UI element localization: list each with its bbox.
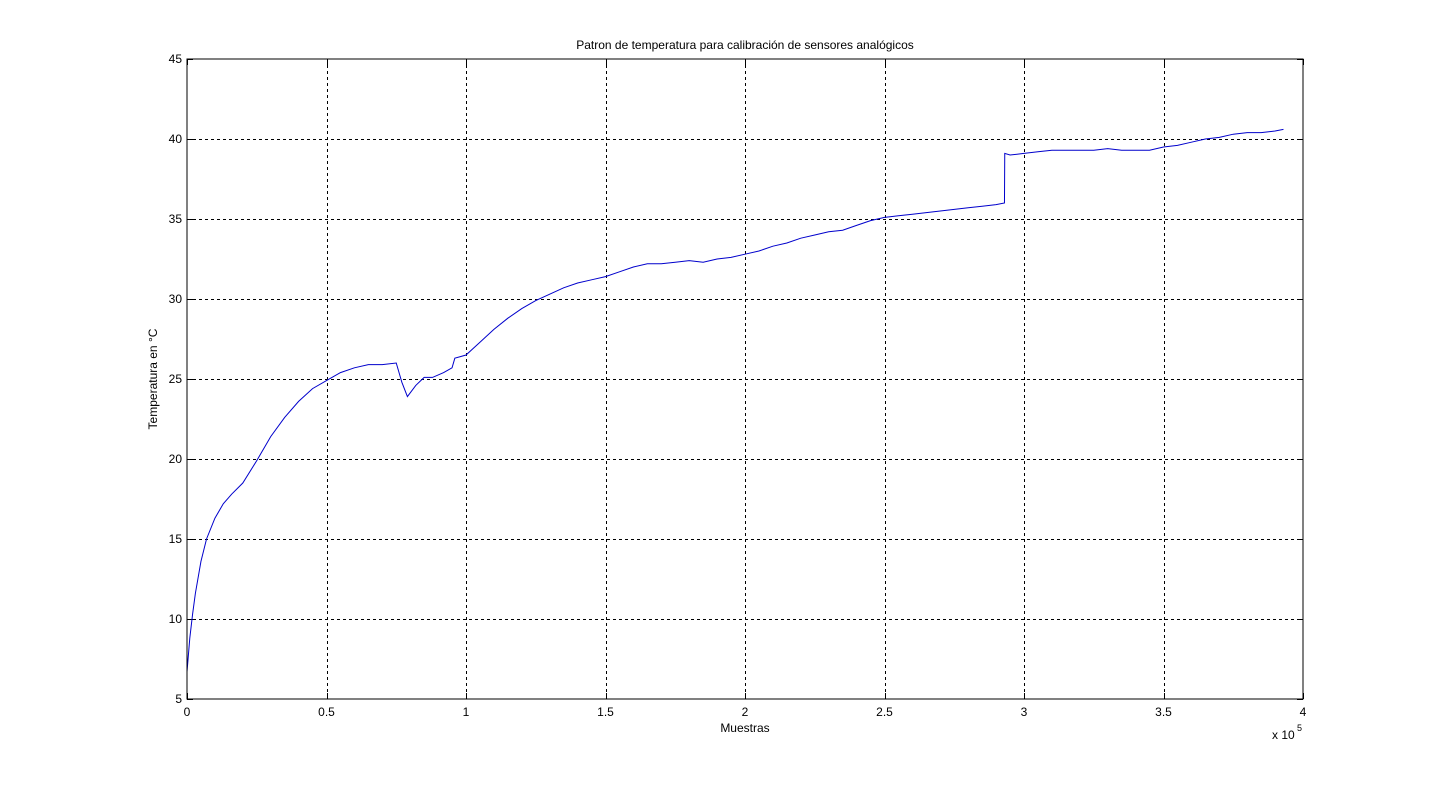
x-tick-label: 2.5 xyxy=(876,705,893,719)
x-tick-label: 2 xyxy=(742,705,749,719)
x-exponent-base: x 10 xyxy=(1272,728,1295,742)
y-tick-label: 45 xyxy=(169,52,183,66)
y-tick-label: 20 xyxy=(169,452,183,466)
y-tick-label: 35 xyxy=(169,212,183,226)
x-tick-label: 0 xyxy=(184,705,191,719)
y-tick-label: 5 xyxy=(175,692,182,706)
y-tick-label: 40 xyxy=(169,132,183,146)
axes-border xyxy=(186,58,1304,700)
grid-layer xyxy=(187,59,1303,699)
y-tick-label: 15 xyxy=(169,532,183,546)
x-tick-label: 3 xyxy=(1021,705,1028,719)
x-tick-label: 4 xyxy=(1300,705,1307,719)
x-exponent-power: 5 xyxy=(1297,723,1302,733)
x-tick-label: 0.5 xyxy=(318,705,335,719)
y-axis-label: Temperatura en °C xyxy=(146,328,160,429)
chart-title: Patron de temperatura para calibración d… xyxy=(576,38,914,52)
x-tick-label: 1.5 xyxy=(597,705,614,719)
x-axis-label: Muestras xyxy=(720,721,769,735)
series-layer xyxy=(186,128,1284,672)
y-tick-label: 30 xyxy=(169,292,183,306)
y-tick-label: 10 xyxy=(169,612,183,626)
x-tick-label: 1 xyxy=(463,705,470,719)
y-tick-label: 25 xyxy=(169,372,183,386)
series-line-0 xyxy=(186,128,1284,672)
x-tick-label: 3.5 xyxy=(1155,705,1172,719)
